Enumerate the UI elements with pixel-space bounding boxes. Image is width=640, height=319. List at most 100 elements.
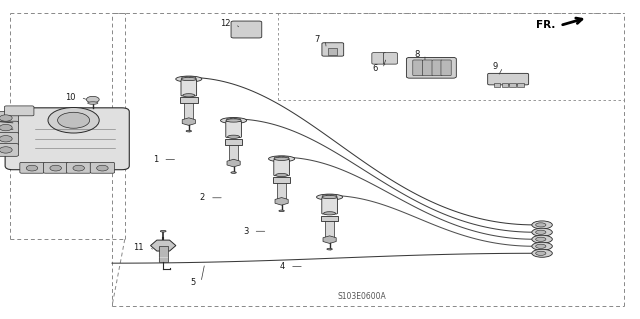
Ellipse shape <box>228 135 239 138</box>
Ellipse shape <box>536 251 546 255</box>
FancyBboxPatch shape <box>383 53 397 64</box>
Text: 10: 10 <box>65 93 76 102</box>
Circle shape <box>48 108 99 133</box>
Ellipse shape <box>536 230 546 234</box>
FancyBboxPatch shape <box>432 60 442 76</box>
Ellipse shape <box>226 119 241 122</box>
FancyBboxPatch shape <box>90 162 115 173</box>
FancyBboxPatch shape <box>372 53 386 64</box>
FancyBboxPatch shape <box>0 112 19 124</box>
Circle shape <box>97 165 108 171</box>
FancyBboxPatch shape <box>413 60 423 76</box>
Ellipse shape <box>227 118 233 120</box>
FancyBboxPatch shape <box>277 183 286 199</box>
Ellipse shape <box>317 194 342 200</box>
Text: 2: 2 <box>200 193 205 202</box>
Ellipse shape <box>183 94 195 97</box>
Ellipse shape <box>536 244 546 248</box>
Text: 12: 12 <box>220 19 230 28</box>
FancyBboxPatch shape <box>229 145 238 161</box>
Circle shape <box>26 165 38 171</box>
Text: 9: 9 <box>493 63 498 71</box>
Ellipse shape <box>176 76 202 82</box>
Ellipse shape <box>532 235 552 243</box>
Ellipse shape <box>160 230 166 232</box>
Ellipse shape <box>181 78 196 81</box>
FancyBboxPatch shape <box>159 246 168 262</box>
FancyBboxPatch shape <box>494 83 500 87</box>
FancyBboxPatch shape <box>325 221 334 238</box>
FancyBboxPatch shape <box>517 83 524 87</box>
FancyBboxPatch shape <box>67 162 91 173</box>
FancyBboxPatch shape <box>322 198 337 214</box>
Ellipse shape <box>326 195 333 197</box>
FancyBboxPatch shape <box>0 121 19 134</box>
FancyBboxPatch shape <box>226 121 241 137</box>
FancyBboxPatch shape <box>488 73 529 85</box>
Circle shape <box>0 115 12 121</box>
FancyBboxPatch shape <box>273 177 291 183</box>
Ellipse shape <box>276 174 287 177</box>
Ellipse shape <box>532 249 552 257</box>
Ellipse shape <box>234 118 241 120</box>
Ellipse shape <box>278 156 285 159</box>
Ellipse shape <box>88 102 98 104</box>
Ellipse shape <box>330 195 337 197</box>
Text: S103E0600A: S103E0600A <box>337 292 386 300</box>
FancyBboxPatch shape <box>0 132 19 145</box>
Ellipse shape <box>536 237 546 241</box>
Text: 7: 7 <box>315 35 320 44</box>
Ellipse shape <box>536 223 546 227</box>
Ellipse shape <box>279 210 284 212</box>
FancyBboxPatch shape <box>231 21 262 38</box>
Text: 6: 6 <box>372 64 378 73</box>
Text: 1: 1 <box>153 155 158 164</box>
Ellipse shape <box>186 77 192 79</box>
Text: 11: 11 <box>134 243 144 252</box>
Circle shape <box>0 136 12 142</box>
Circle shape <box>73 165 84 171</box>
FancyBboxPatch shape <box>20 162 44 173</box>
FancyBboxPatch shape <box>274 160 289 176</box>
Text: 3: 3 <box>243 227 248 236</box>
FancyBboxPatch shape <box>406 57 456 78</box>
Text: 8: 8 <box>415 50 420 59</box>
Ellipse shape <box>182 77 188 79</box>
FancyBboxPatch shape <box>181 80 196 96</box>
FancyBboxPatch shape <box>502 83 508 87</box>
Circle shape <box>50 165 61 171</box>
Ellipse shape <box>269 156 294 162</box>
Ellipse shape <box>282 156 289 159</box>
Ellipse shape <box>324 212 335 215</box>
FancyBboxPatch shape <box>422 60 433 76</box>
Text: 4: 4 <box>280 262 285 271</box>
FancyBboxPatch shape <box>184 103 193 120</box>
FancyBboxPatch shape <box>322 43 344 56</box>
Text: FR.: FR. <box>536 20 555 30</box>
Ellipse shape <box>532 228 552 236</box>
Ellipse shape <box>221 117 246 123</box>
Ellipse shape <box>189 77 196 79</box>
Ellipse shape <box>231 172 236 173</box>
Ellipse shape <box>532 221 552 229</box>
Ellipse shape <box>322 196 337 199</box>
FancyBboxPatch shape <box>509 83 516 87</box>
FancyBboxPatch shape <box>441 60 451 76</box>
Ellipse shape <box>327 248 332 250</box>
Circle shape <box>0 147 12 153</box>
Circle shape <box>86 96 99 103</box>
Circle shape <box>0 124 12 131</box>
FancyBboxPatch shape <box>225 139 243 145</box>
Ellipse shape <box>186 130 191 132</box>
Text: 5: 5 <box>191 278 196 287</box>
FancyBboxPatch shape <box>0 144 19 156</box>
Ellipse shape <box>230 118 237 120</box>
Ellipse shape <box>275 156 281 159</box>
FancyBboxPatch shape <box>321 216 339 221</box>
FancyBboxPatch shape <box>328 48 337 55</box>
FancyBboxPatch shape <box>180 98 198 103</box>
Ellipse shape <box>532 242 552 250</box>
Circle shape <box>58 112 90 128</box>
Ellipse shape <box>274 157 289 160</box>
FancyBboxPatch shape <box>5 108 129 170</box>
